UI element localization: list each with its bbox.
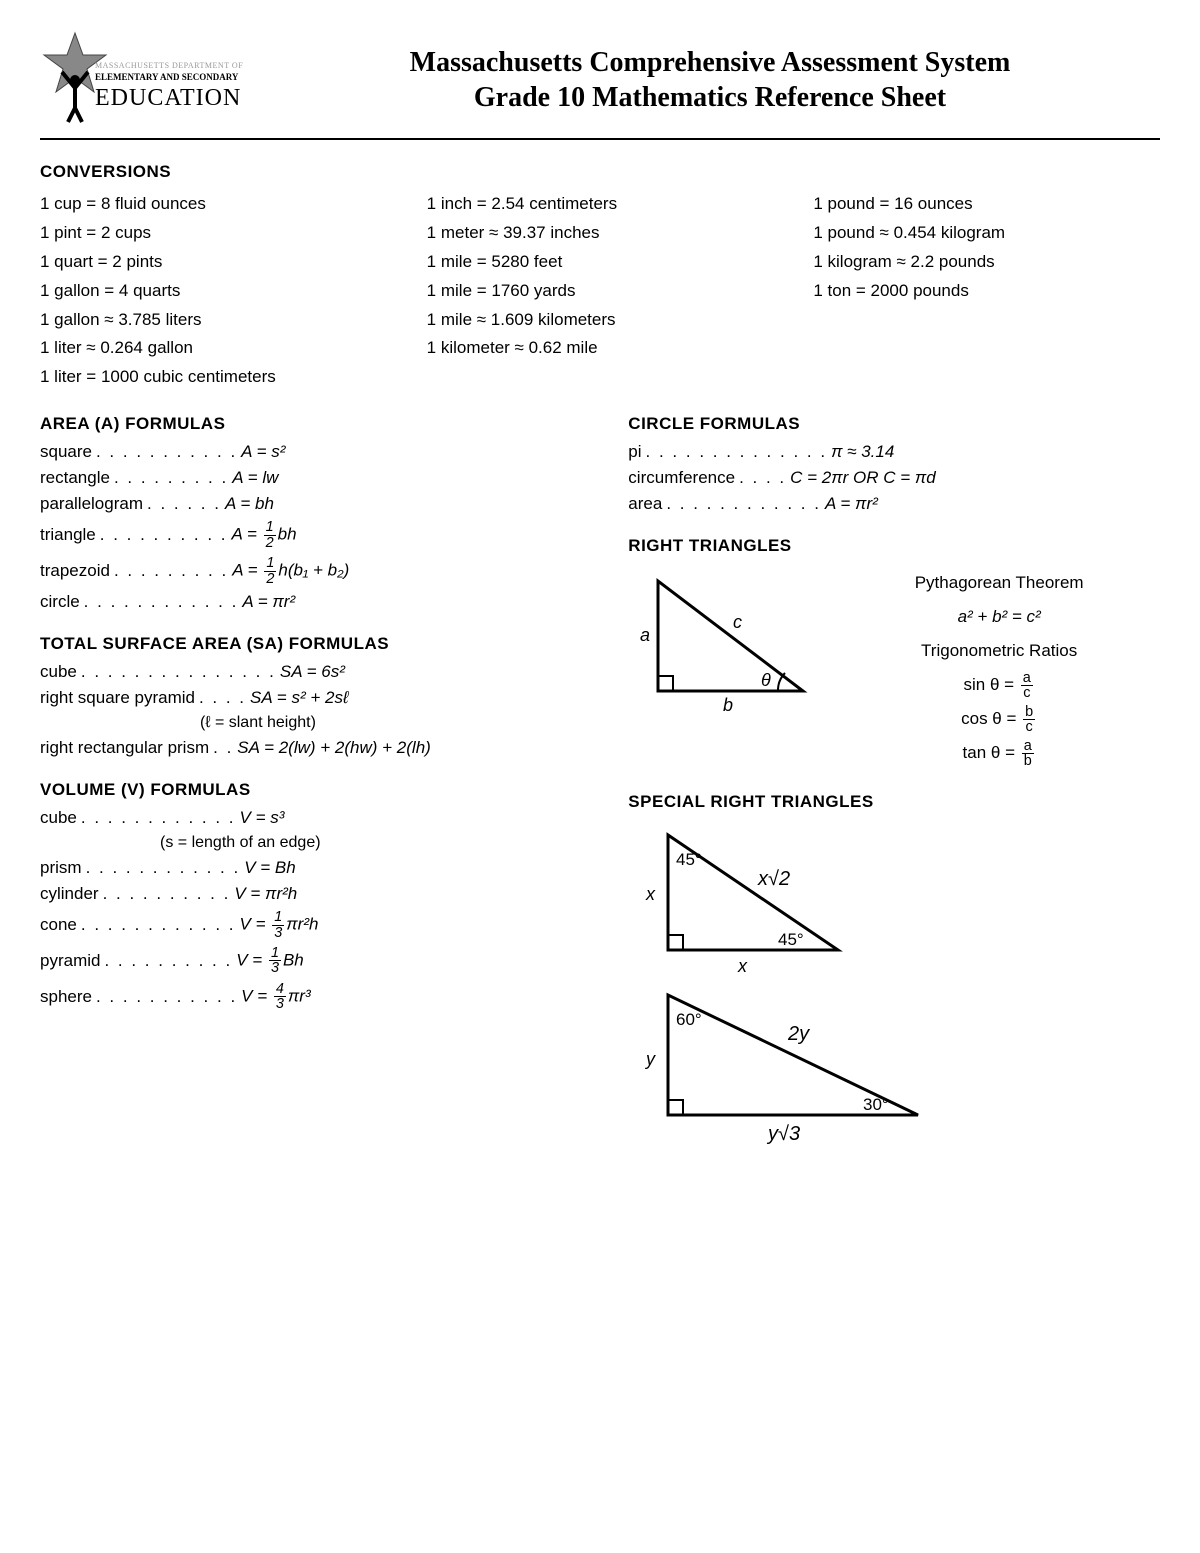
title-line1: Massachusetts Comprehensive Assessment S… <box>260 45 1160 80</box>
section-circle: CIRCLE FORMULAS <box>628 414 1160 434</box>
conv-item: 1 pint = 2 cups <box>40 219 387 248</box>
triangle-45-45-90: 45° 45° x x x√2 <box>628 820 888 980</box>
page-header: MASSACHUSETTS DEPARTMENT OF ELEMENTARY A… <box>40 30 1160 140</box>
logo-line1: MASSACHUSETTS DEPARTMENT OF <box>95 61 243 70</box>
svg-text:2y: 2y <box>787 1023 810 1045</box>
area-circle: circle . . . . . . . . . . . . A = πr² <box>40 592 598 612</box>
circle-circumference: circumference . . . . C = 2πr OR C = πd <box>628 468 1160 488</box>
dept-logo: MASSACHUSETTS DEPARTMENT OF ELEMENTARY A… <box>40 30 260 130</box>
svg-text:y√3: y√3 <box>766 1123 800 1145</box>
conv-item: 1 gallon = 4 quarts <box>40 277 387 306</box>
rt-formulas: Pythagorean Theorem a² + b² = c² Trigono… <box>838 566 1160 770</box>
trig-sin: sin θ = ac <box>838 668 1160 702</box>
conv-item: 1 mile ≈ 1.609 kilometers <box>427 306 774 335</box>
area-triangle: triangle . . . . . . . . . . A = 12bh <box>40 520 598 550</box>
triangle-30-60-90: 60° 30° y 2y y√3 <box>628 980 948 1150</box>
logo-line2: ELEMENTARY AND SECONDARY <box>95 72 239 82</box>
svg-text:45°: 45° <box>676 850 702 869</box>
conversions-block: 1 cup = 8 fluid ounces 1 pint = 2 cups 1… <box>40 190 1160 392</box>
vol-cylinder: cylinder . . . . . . . . . . V = πr²h <box>40 884 598 904</box>
conv-item: 1 kilogram ≈ 2.2 pounds <box>813 248 1160 277</box>
conv-item: 1 pound = 16 ounces <box>813 190 1160 219</box>
vol-pyramid: pyramid . . . . . . . . . . V = 13Bh <box>40 946 598 976</box>
svg-text:b: b <box>723 695 733 715</box>
sa-pyramid-note: (ℓ = slant height) <box>200 714 598 732</box>
circle-pi: pi . . . . . . . . . . . . . . π ≈ 3.14 <box>628 442 1160 462</box>
sa-prism: right rectangular prism . . SA = 2(lw) +… <box>40 738 598 758</box>
vol-prism: prism . . . . . . . . . . . . V = Bh <box>40 858 598 878</box>
svg-text:45°: 45° <box>778 930 804 949</box>
vol-cube: cube . . . . . . . . . . . . V = s³ <box>40 808 598 828</box>
section-volume: VOLUME (V) FORMULAS <box>40 780 598 800</box>
conv-item: 1 gallon ≈ 3.785 liters <box>40 306 387 335</box>
section-sa: TOTAL SURFACE AREA (SA) FORMULAS <box>40 634 598 654</box>
conversions-col2: 1 inch = 2.54 centimeters 1 meter ≈ 39.3… <box>427 190 774 392</box>
conv-item: 1 ton = 2000 pounds <box>813 277 1160 306</box>
section-area: AREA (A) FORMULAS <box>40 414 598 434</box>
svg-text:30°: 30° <box>863 1095 889 1114</box>
conv-item: 1 liter = 1000 cubic centimeters <box>40 363 387 392</box>
vol-sphere: sphere . . . . . . . . . . . V = 43πr³ <box>40 982 598 1012</box>
section-conversions: CONVERSIONS <box>40 162 1160 182</box>
conversions-col1: 1 cup = 8 fluid ounces 1 pint = 2 cups 1… <box>40 190 387 392</box>
right-triangle-block: a b c θ Pythagorean Theorem a² + b² = c²… <box>628 566 1160 770</box>
conv-item: 1 inch = 2.54 centimeters <box>427 190 774 219</box>
area-square: square . . . . . . . . . . . A = s² <box>40 442 598 462</box>
conv-item: 1 pound ≈ 0.454 kilogram <box>813 219 1160 248</box>
circle-area: area . . . . . . . . . . . . A = πr² <box>628 494 1160 514</box>
area-rectangle: rectangle . . . . . . . . . A = lw <box>40 468 598 488</box>
svg-text:x: x <box>645 884 656 904</box>
page-title: Massachusetts Comprehensive Assessment S… <box>260 45 1160 115</box>
conv-item: 1 quart = 2 pints <box>40 248 387 277</box>
conv-item: 1 meter ≈ 39.37 inches <box>427 219 774 248</box>
logo-svg: MASSACHUSETTS DEPARTMENT OF ELEMENTARY A… <box>40 30 260 125</box>
trig-title: Trigonometric Ratios <box>838 634 1160 668</box>
svg-text:y: y <box>644 1049 656 1069</box>
sa-cube: cube . . . . . . . . . . . . . . . SA = … <box>40 662 598 682</box>
section-rt: RIGHT TRIANGLES <box>628 536 1160 556</box>
svg-text:c: c <box>733 612 742 632</box>
area-trapezoid: trapezoid . . . . . . . . . A = 12h(b₁ +… <box>40 556 598 586</box>
area-parallelogram: parallelogram . . . . . . A = bh <box>40 494 598 514</box>
svg-text:60°: 60° <box>676 1010 702 1029</box>
pythagorean-formula: a² + b² = c² <box>838 600 1160 634</box>
svg-text:θ: θ <box>761 670 771 690</box>
title-line2: Grade 10 Mathematics Reference Sheet <box>260 80 1160 115</box>
pythagorean-title: Pythagorean Theorem <box>838 566 1160 600</box>
vol-cube-note: (s = length of an edge) <box>160 834 598 852</box>
right-triangle-diagram: a b c θ <box>628 566 818 716</box>
trig-tan: tan θ = ab <box>838 736 1160 770</box>
conv-item: 1 mile = 5280 feet <box>427 248 774 277</box>
trig-cos: cos θ = bc <box>838 702 1160 736</box>
svg-text:x: x <box>737 956 748 976</box>
conv-item: 1 kilometer ≈ 0.62 mile <box>427 334 774 363</box>
svg-text:x√2: x√2 <box>757 868 790 890</box>
conv-item: 1 mile = 1760 yards <box>427 277 774 306</box>
conv-item: 1 cup = 8 fluid ounces <box>40 190 387 219</box>
section-srt: SPECIAL RIGHT TRIANGLES <box>628 792 1160 812</box>
conv-item: 1 liter ≈ 0.264 gallon <box>40 334 387 363</box>
svg-text:a: a <box>640 625 650 645</box>
logo-line3: EDUCATION <box>95 85 241 111</box>
vol-cone: cone . . . . . . . . . . . . V = 13πr²h <box>40 910 598 940</box>
sa-pyramid: right square pyramid . . . . SA = s² + 2… <box>40 688 598 708</box>
conversions-col3: 1 pound = 16 ounces 1 pound ≈ 0.454 kilo… <box>813 190 1160 392</box>
